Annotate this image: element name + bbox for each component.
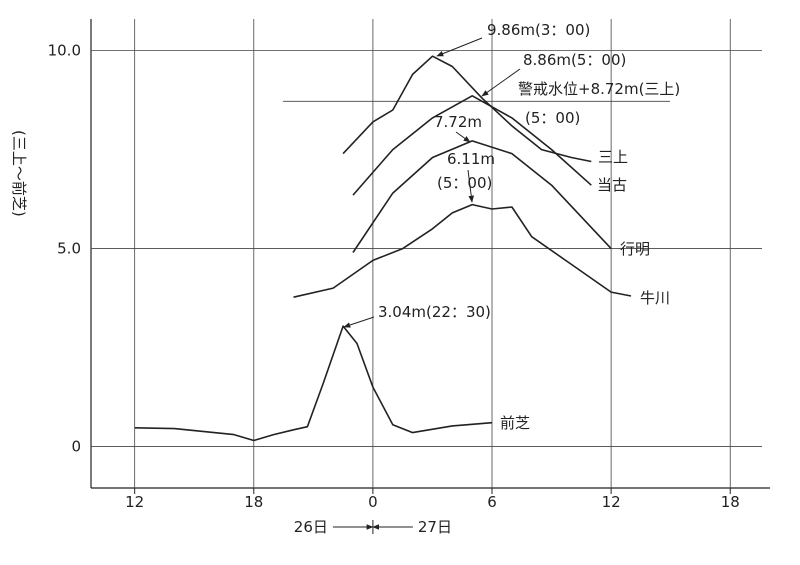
- annotation-arrow: [455, 131, 471, 143]
- series-label: 当古: [597, 176, 627, 194]
- series-line: [352, 95, 592, 196]
- series-label: 牛川: [640, 289, 670, 307]
- x-tick-label: 12: [125, 493, 144, 511]
- series-line: [342, 55, 592, 163]
- series-label: 前芝: [500, 414, 530, 432]
- annotation: (5：00): [525, 109, 580, 127]
- series-label: 三上: [598, 148, 628, 166]
- annotation: 6.11m: [447, 150, 495, 168]
- date-label: 26日: [294, 518, 328, 536]
- annotation-arrow: [481, 68, 521, 97]
- y-axis-label: (三上～前芝): [10, 130, 28, 217]
- annotation-arrow: [343, 316, 375, 328]
- annotation: 3.04m(22：30): [378, 303, 491, 321]
- y-tick-label: 0: [71, 437, 81, 455]
- annotation: (5：00): [437, 174, 492, 192]
- y-tick-label: 10.0: [48, 42, 81, 60]
- annotation-arrow: [436, 37, 483, 57]
- series-label: 行明: [620, 240, 650, 258]
- series-line: [293, 203, 632, 298]
- annotation-arrow: [467, 169, 474, 203]
- x-tick-label: 18: [721, 493, 740, 511]
- x-tick-label: 6: [487, 493, 497, 511]
- annotation: 8.86m(5：00): [523, 51, 626, 69]
- annotation: 7.72m: [434, 113, 482, 131]
- x-tick-label: 0: [368, 493, 378, 511]
- series-line: [134, 325, 493, 442]
- x-tick-label: 12: [602, 493, 621, 511]
- date-label: 27日: [418, 518, 452, 536]
- series-line: [352, 140, 612, 253]
- x-tick-label: 18: [244, 493, 263, 511]
- warning-label: 警戒水位+8.72m(三上): [518, 80, 680, 98]
- y-tick-label: 5.0: [57, 240, 81, 258]
- annotation: 9.86m(3：00): [487, 21, 590, 39]
